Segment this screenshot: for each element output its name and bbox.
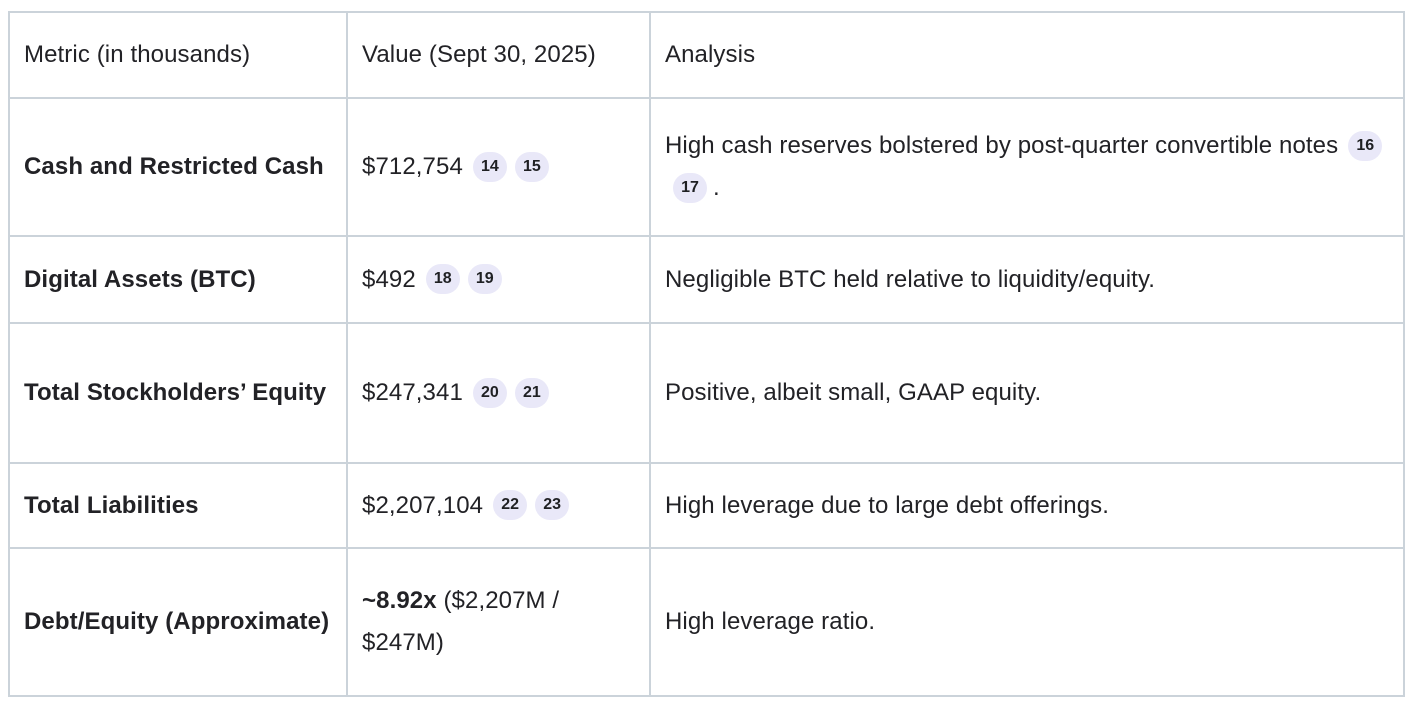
col-header-metric: Metric (in thousands) [8,11,348,99]
table-row-stockholders-equity: Total Stockholders’ Equity $247,341 20 21 … [8,322,1405,464]
analysis-text: High leverage due to large debt offering… [665,491,1110,519]
analysis-cell: High leverage due to large debt offering… [649,462,1405,549]
value-text: $247,341 [362,379,463,406]
citation-chip[interactable]: 23 [535,490,570,521]
value-text: $492 [362,265,416,293]
metric-cell: Cash and Restricted Cash [8,97,348,237]
citation-chip[interactable]: 16 [1348,130,1383,161]
analysis-cell: High cash reserves bolstered by post-qua… [649,97,1405,237]
value-cell: $492 18 19 [346,235,651,324]
citation-chip[interactable]: 17 [673,172,707,203]
analysis-text: High cash reserves bolstered by post-qua… [665,132,1339,159]
citation-chip[interactable]: 19 [467,264,502,295]
analysis-cell: High leverage ratio. [649,547,1405,697]
value-text: $712,754 [362,153,463,180]
citation-chip[interactable]: 22 [493,490,528,521]
analysis-cell: Positive, albeit small, GAAP equity. [649,322,1405,464]
citation-chip[interactable]: 18 [425,264,460,295]
metric-cell: Digital Assets (BTC) [8,235,348,324]
analysis-text: High leverage ratio. [665,608,876,635]
table-row-debt-equity: Debt/Equity (Approximate) ~8.92x ($2,207… [8,547,1405,697]
citation-chip[interactable]: 21 [514,377,549,408]
header-row: Metric (in thousands) Value (Sept 30, 20… [8,11,1405,99]
analysis-text: Negligible BTC held relative to liquidit… [665,265,1156,293]
value-cell: $712,754 14 15 [346,97,651,237]
citation-chip[interactable]: 20 [472,377,507,408]
analysis-suffix: . [713,174,720,201]
analysis-cell: Negligible BTC held relative to liquidit… [649,235,1405,324]
table-row-digital-assets: Digital Assets (BTC) $492 18 19 Negligible… [8,235,1405,324]
citation-chip[interactable]: 14 [472,151,507,182]
value-cell: $247,341 20 21 [346,322,651,464]
metric-cell: Total Stockholders’ Equity [8,322,348,464]
table-row-total-liabilities: Total Liabilities $2,207,104 22 23 High le… [8,462,1405,549]
col-header-value: Value (Sept 30, 2025) [346,11,651,99]
metric-cell: Total Liabilities [8,462,348,549]
value-cell: $2,207,104 22 23 [346,462,651,549]
financial-metrics-table: Metric (in thousands) Value (Sept 30, 20… [8,11,1405,697]
col-header-analysis: Analysis [649,11,1405,99]
value-cell: ~8.92x ($2,207M / $247M) [346,547,651,697]
value-bold-text: ~8.92x [362,587,437,614]
table-row-cash: Cash and Restricted Cash $712,754 14 15 Hi… [8,97,1405,237]
analysis-text: Positive, albeit small, GAAP equity. [665,379,1042,406]
metric-cell: Debt/Equity (Approximate) [8,547,348,697]
citation-chip[interactable]: 15 [514,151,549,182]
value-text: $2,207,104 [362,491,484,519]
value-text: ($2,207M / $247M) [362,587,560,656]
